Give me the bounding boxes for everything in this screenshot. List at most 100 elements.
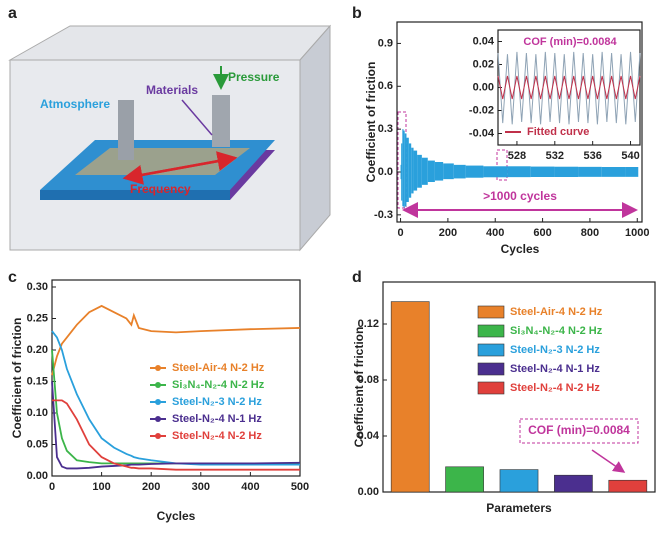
- bar: [554, 474, 593, 493]
- x-tick-label: 200: [439, 227, 457, 239]
- legend-marker: [155, 382, 161, 388]
- annotation-arrow: [591, 449, 626, 473]
- y-tick-label: -0.3: [374, 209, 393, 221]
- y-tick-label: 0.30: [27, 281, 48, 293]
- cof-range: [417, 154, 422, 188]
- series-line: [51, 304, 301, 376]
- frequency-arrow: [122, 156, 236, 185]
- legend-marker: [155, 416, 161, 422]
- cof-range: [402, 129, 404, 207]
- pillar: [118, 100, 134, 160]
- panel-label: b: [352, 5, 362, 22]
- y-axis-label: Coefficient of friction: [352, 327, 366, 448]
- y-tick-label: 0.02: [473, 58, 494, 70]
- cof-range: [625, 167, 639, 177]
- x-tick-label: 400: [486, 227, 504, 239]
- series-line: [51, 381, 301, 470]
- cof-range: [434, 162, 444, 181]
- y-tick-label: 0.04: [358, 430, 380, 442]
- diagram: Atmosphere Materials Pressure Frequency: [8, 24, 332, 252]
- legend-label: Steel-N₂-4 N-1 Hz: [172, 413, 262, 425]
- legend-marker: [155, 433, 161, 439]
- bar: [390, 301, 430, 493]
- y-tick-label: 0.04: [473, 35, 495, 47]
- x-tick-label: 600: [533, 227, 551, 239]
- cof-range: [404, 133, 407, 207]
- cof-range: [408, 143, 412, 198]
- x-tick-label: 532: [546, 150, 564, 162]
- legend-swatch: [477, 324, 505, 338]
- x-axis-label: Cycles: [157, 509, 196, 523]
- legend-label: Si₃N₄-N₂-4 N-2 Hz: [510, 325, 603, 337]
- legend-label: Steel-N₂-4 N-1 Hz: [510, 363, 600, 375]
- y-tick-label: 0.20: [27, 344, 48, 356]
- cof-range: [507, 166, 531, 178]
- x-tick-label: 528: [508, 150, 526, 162]
- x-tick-label: 540: [621, 150, 639, 162]
- zoom-box: [496, 149, 508, 181]
- x-tick-label: 300: [192, 481, 210, 493]
- legend-label: Si₃N₄-N₂-4 N-2 Hz: [172, 379, 265, 391]
- y-tick-label: 0.00: [358, 486, 379, 498]
- cof-range: [421, 157, 428, 185]
- legend-label: Steel-N₂-3 N-2 Hz: [510, 344, 600, 356]
- cof-range: [443, 163, 454, 180]
- y-tick-label: 0.12: [358, 318, 379, 330]
- legend-label: Steel-N₂-4 N-2 Hz: [172, 430, 262, 442]
- legend-swatch: [477, 362, 505, 376]
- bar: [445, 466, 484, 493]
- annotation: COF (min)=0.0084: [528, 423, 630, 437]
- cof-range: [578, 166, 602, 177]
- y-tick-label: 0.9: [378, 37, 393, 49]
- inset-title: COF (min)=0.0084: [523, 36, 617, 48]
- legend-label: Steel-N₂-3 N-2 Hz: [172, 396, 262, 408]
- series-line: [52, 399, 300, 471]
- legend-swatch: [477, 381, 505, 395]
- x-tick-label: 100: [92, 481, 110, 493]
- cof-range: [483, 166, 508, 178]
- legend-label: Steel-N₂-4 N-2 Hz: [510, 382, 600, 394]
- cof-range: [530, 166, 555, 177]
- y-tick-label: 0.10: [27, 407, 48, 419]
- x-axis-label: Cycles: [501, 242, 540, 256]
- x-tick-label: 1000: [625, 227, 649, 239]
- box-side: [299, 24, 331, 252]
- cof-range: [400, 164, 402, 180]
- bar: [608, 479, 648, 493]
- cof-range: [406, 137, 409, 202]
- y-tick-label: 0.6: [378, 80, 393, 92]
- plot-frame: [51, 279, 301, 477]
- cof-range: [427, 160, 435, 182]
- series-line: [497, 51, 641, 125]
- y-tick-label: 0.00: [27, 470, 48, 482]
- legend-label: Fitted curve: [527, 126, 589, 138]
- cof-range: [554, 166, 579, 177]
- cof-range: [465, 165, 484, 178]
- y-axis-label: Coefficient of friction: [10, 318, 24, 439]
- box-top: [8, 25, 332, 61]
- x-axis-label: Parameters: [486, 501, 552, 515]
- panel-label: d: [352, 269, 362, 286]
- legend-label: Steel-Air-4 N-2 Hz: [172, 362, 265, 374]
- cof-range: [401, 143, 403, 201]
- cof-range: [453, 164, 466, 179]
- y-axis-label: Coefficient of friction: [364, 62, 378, 183]
- materials-pointer: [181, 99, 213, 136]
- panel-label: a: [8, 5, 17, 22]
- x-tick-label: 500: [291, 481, 309, 493]
- y-tick-label: 0.15: [27, 375, 48, 387]
- diagram-label: Materials: [146, 83, 198, 97]
- x-tick-label: 200: [142, 481, 160, 493]
- legend-label: Steel-Air-4 N-2 Hz: [510, 306, 603, 318]
- x-tick-label: 536: [583, 150, 601, 162]
- legend-marker: [155, 365, 161, 371]
- y-tick-label: 0.3: [378, 123, 393, 135]
- pillar: [212, 95, 230, 147]
- annotation: >1000 cycles: [483, 189, 557, 203]
- legend-swatch: [477, 305, 505, 319]
- diagram-label: Pressure: [228, 70, 280, 84]
- y-tick-label: 0.05: [27, 438, 48, 450]
- y-tick-label: 0.08: [358, 374, 379, 386]
- inset-background: [498, 30, 640, 145]
- x-tick-label: 0: [397, 227, 403, 239]
